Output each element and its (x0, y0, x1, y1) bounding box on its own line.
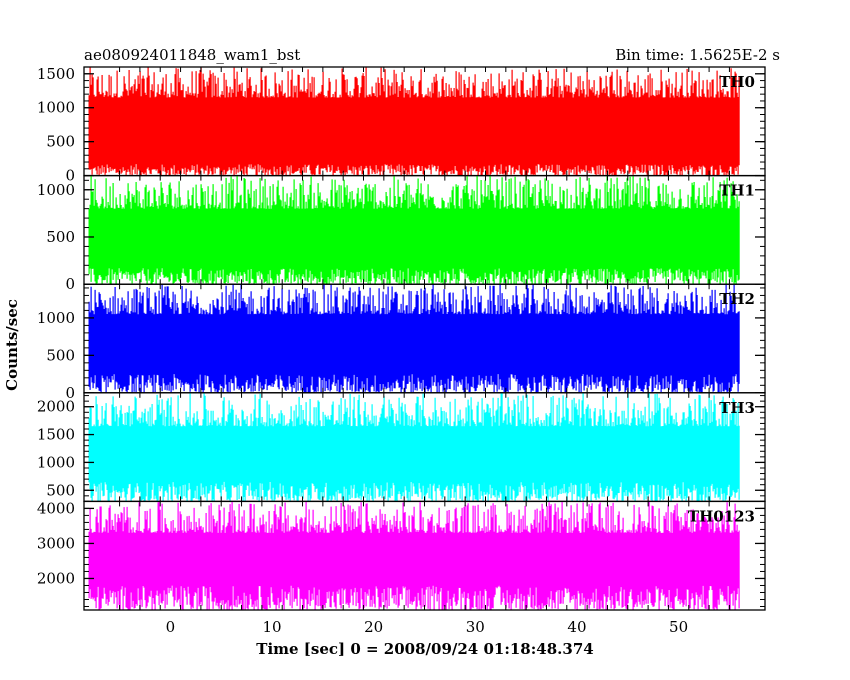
panel-th3: 500 1000 1500 2000 TH3 (37, 392, 766, 503)
panel-label-th1: TH1 (719, 182, 755, 200)
y-tick-label: 500 (46, 346, 75, 364)
series-th3 (88, 392, 740, 502)
panel-th1: 0 500 1000 TH1 (37, 174, 766, 293)
x-tick-label: 20 (364, 618, 383, 636)
panel-label-th2: TH2 (719, 290, 755, 308)
panel-th0123: 2000 3000 4000 TH0123 (37, 499, 766, 611)
chart-title: ae080924011848_wam1_bst (84, 46, 300, 64)
y-tick-label: 500 (46, 133, 75, 151)
y-tick-label: 1000 (37, 453, 75, 471)
y-tick-label: 1500 (37, 65, 75, 83)
x-axis-label: Time [sec] 0 = 2008/09/24 01:18:48.374 (256, 640, 593, 658)
x-tick-label: 50 (669, 618, 688, 636)
panel-label-th3: TH3 (719, 399, 755, 417)
panel-label-th0123: TH0123 (688, 507, 755, 525)
bin-time-label: Bin time: 1.5625E-2 s (615, 46, 780, 64)
series-th0 (88, 67, 740, 176)
panel-th2: 0 500 1000 TH2 (37, 283, 766, 402)
y-tick-label: 2000 (37, 569, 75, 587)
y-tick-label: 1500 (37, 426, 75, 444)
y-tick-label: 1000 (37, 99, 75, 117)
y-tick-label: 1000 (37, 309, 75, 327)
y-tick-label: 0 (65, 167, 75, 185)
y-tick-label: 4000 (37, 499, 75, 517)
y-tick-label: 0 (65, 384, 75, 402)
x-tick-label: 0 (166, 618, 176, 636)
series-th2 (88, 284, 740, 393)
series-th0123 (88, 501, 740, 610)
x-tick-label: 30 (466, 618, 485, 636)
panels-group: 0 500 1000 1500 TH0 0 500 1000 TH1 0 500 1000 TH2 500… (37, 65, 766, 611)
y-tick-label: 1000 (37, 181, 75, 199)
y-tick-label: 500 (46, 228, 75, 246)
x-tick-label: 40 (567, 618, 586, 636)
x-axis: 0 10 20 30 40 50 (166, 618, 689, 636)
panel-label-th0: TH0 (719, 73, 755, 91)
y-tick-label: 0 (65, 275, 75, 293)
y-tick-label: 500 (46, 481, 75, 499)
panel-th0: 0 500 1000 1500 TH0 (37, 65, 766, 185)
x-tick-label: 10 (262, 618, 281, 636)
y-axis-label: Counts/sec (3, 299, 21, 391)
series-th1 (88, 175, 740, 285)
y-tick-label: 2000 (37, 398, 75, 416)
y-tick-label: 3000 (37, 534, 75, 552)
